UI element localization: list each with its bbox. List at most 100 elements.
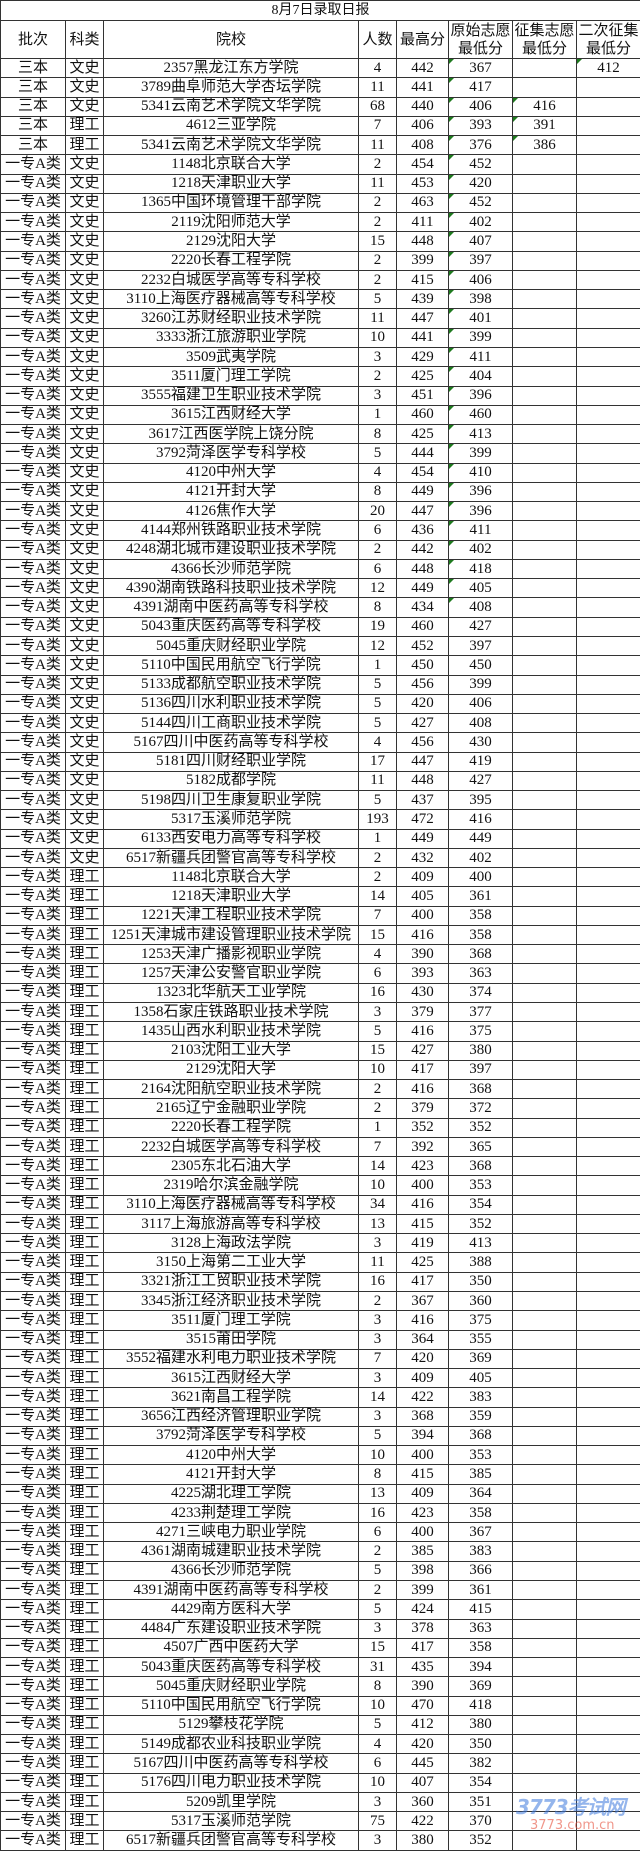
column-header-school: 院校 <box>103 20 359 59</box>
cell-solicit-min-score <box>512 847 577 869</box>
cell-category: 文史 <box>65 173 104 194</box>
cell-count: 4 <box>358 944 397 965</box>
cell-max-score: 408 <box>396 135 449 156</box>
cell-category: 文史 <box>65 424 104 445</box>
cell-count: 3 <box>358 1329 397 1350</box>
cell-count: 8 <box>358 1464 397 1485</box>
cell-second-solicit-min-score <box>576 1464 640 1485</box>
cell-max-score: 448 <box>396 231 449 252</box>
cell-batch: 一专A类 <box>0 1387 66 1408</box>
cell-school: 4366长沙师范学院 <box>103 1560 359 1581</box>
table-row: 一专A类 文史 4391湖南中医药高等专科学校 8 434 408 <box>0 597 640 618</box>
cell-original-min-score: 397 <box>448 250 513 271</box>
cell-second-solicit-min-score <box>576 944 640 965</box>
cell-max-score: 409 <box>396 1483 449 1504</box>
cell-max-score: 447 <box>396 751 449 772</box>
cell-second-solicit-min-score <box>576 1618 640 1639</box>
cell-solicit-min-score <box>512 924 577 946</box>
cell-original-min-score: 369 <box>448 1348 513 1370</box>
cell-max-score: 460 <box>396 404 449 426</box>
table-row: 一专A类 理工 4271三峡电力职业学院 6 400 367 <box>0 1522 640 1543</box>
cell-second-solicit-min-score <box>576 732 640 753</box>
cell-school: 3110上海医疗器械高等专科学校 <box>103 289 359 310</box>
cell-count: 11 <box>358 308 397 329</box>
cell-school: 1218天津职业大学 <box>103 886 359 907</box>
cell-school: 4120中州大学 <box>103 462 359 483</box>
cell-batch: 一专A类 <box>0 539 66 560</box>
cell-count: 16 <box>358 982 397 1004</box>
cell-max-score: 440 <box>396 96 449 117</box>
cell-max-score: 460 <box>396 616 449 637</box>
cell-max-score: 385 <box>396 1541 449 1562</box>
cell-batch: 一专A类 <box>0 809 66 830</box>
cell-count: 3 <box>358 1310 397 1331</box>
cell-original-min-score: 368 <box>448 944 513 965</box>
cell-max-score: 416 <box>396 1194 449 1215</box>
cell-count: 5 <box>358 1599 397 1620</box>
cell-count: 6 <box>358 963 397 984</box>
cell-second-solicit-min-score <box>576 1695 640 1716</box>
cell-batch: 三本 <box>0 135 66 156</box>
table-row: 一专A类 理工 2232白城医学高等专科学校 7 392 365 <box>0 1136 640 1158</box>
cell-batch: 一专A类 <box>0 790 66 811</box>
cell-original-min-score: 430 <box>448 732 513 753</box>
cell-category: 理工 <box>65 1560 104 1581</box>
cell-original-min-score: 354 <box>448 1194 513 1215</box>
cell-category: 文史 <box>65 250 104 271</box>
cell-solicit-min-score <box>512 1714 577 1736</box>
cell-second-solicit-min-score <box>576 790 640 811</box>
cell-max-score: 432 <box>396 847 449 869</box>
cell-max-score: 392 <box>396 1136 449 1158</box>
table-row: 一专A类 理工 1257天津公安警官职业学院 6 393 363 <box>0 963 640 984</box>
cell-batch: 一专A类 <box>0 1618 66 1639</box>
cell-original-min-score: 365 <box>448 1136 513 1158</box>
cell-school: 4429南方医科大学 <box>103 1599 359 1620</box>
table-row: 一专A类 理工 3117上海旅游高等专科学校 13 415 352 <box>0 1213 640 1235</box>
cell-school: 3509武夷学院 <box>103 346 359 368</box>
cell-max-score: 367 <box>396 1290 449 1312</box>
table-row: 一专A类 文史 4366长沙师范学院 6 448 418 <box>0 558 640 580</box>
cell-second-solicit-min-score <box>576 1541 640 1562</box>
cell-max-score: 422 <box>396 1811 449 1832</box>
cell-max-score: 420 <box>396 693 449 715</box>
cell-original-min-score: 394 <box>448 1657 513 1678</box>
cell-school: 3110上海医疗器械高等专科学校 <box>103 1194 359 1215</box>
cell-original-min-score: 364 <box>448 1483 513 1504</box>
cell-solicit-min-score <box>512 327 577 348</box>
cell-count: 2 <box>358 867 397 888</box>
table-row: 一专A类 文史 5045重庆财经职业学院 12 452 397 <box>0 635 640 657</box>
cell-school: 5181四川财经职业学院 <box>103 751 359 772</box>
cell-category: 文史 <box>65 713 104 734</box>
cell-count: 2 <box>358 1098 397 1119</box>
cell-solicit-min-score <box>512 635 577 657</box>
cell-original-min-score: 385 <box>448 1464 513 1485</box>
cell-school: 3511厦门理工学院 <box>103 366 359 387</box>
cell-batch: 一专A类 <box>0 462 66 483</box>
cell-count: 7 <box>358 115 397 137</box>
table-row: 一专A类 理工 1148北京联合大学 2 409 400 <box>0 867 640 888</box>
table-row: 一专A类 文史 3615江西财经大学 1 460 460 <box>0 404 640 426</box>
cell-school: 3260江苏财经职业技术学院 <box>103 308 359 329</box>
cell-count: 2 <box>358 269 397 291</box>
cell-category: 文史 <box>65 327 104 348</box>
cell-count: 10 <box>358 1175 397 1196</box>
cell-second-solicit-min-score <box>576 539 640 560</box>
table-row: 一专A类 理工 1435山西水利职业技术学院 5 416 375 <box>0 1021 640 1042</box>
cell-max-score: 436 <box>396 520 449 541</box>
cell-original-min-score: 402 <box>448 539 513 560</box>
table-row: 一专A类 文史 4121开封大学 8 449 396 <box>0 481 640 503</box>
cell-school: 4144郑州铁路职业技术学院 <box>103 520 359 541</box>
table-row: 一专A类 理工 1218天津职业大学 14 405 361 <box>0 886 640 907</box>
cell-count: 3 <box>358 1830 397 1851</box>
cell-original-min-score: 367 <box>448 1522 513 1543</box>
cell-second-solicit-min-score <box>576 1252 640 1273</box>
cell-solicit-min-score <box>512 1021 577 1042</box>
table-row: 一专A类 理工 3150上海第二工业大学 11 425 388 <box>0 1252 640 1273</box>
cell-second-solicit-min-score <box>576 192 640 214</box>
cell-original-min-score: 358 <box>448 905 513 926</box>
cell-max-score: 429 <box>396 346 449 368</box>
cell-max-score: 463 <box>396 192 449 214</box>
cell-second-solicit-min-score <box>576 366 640 387</box>
cell-max-score: 454 <box>396 154 449 175</box>
cell-batch: 一专A类 <box>0 269 66 291</box>
